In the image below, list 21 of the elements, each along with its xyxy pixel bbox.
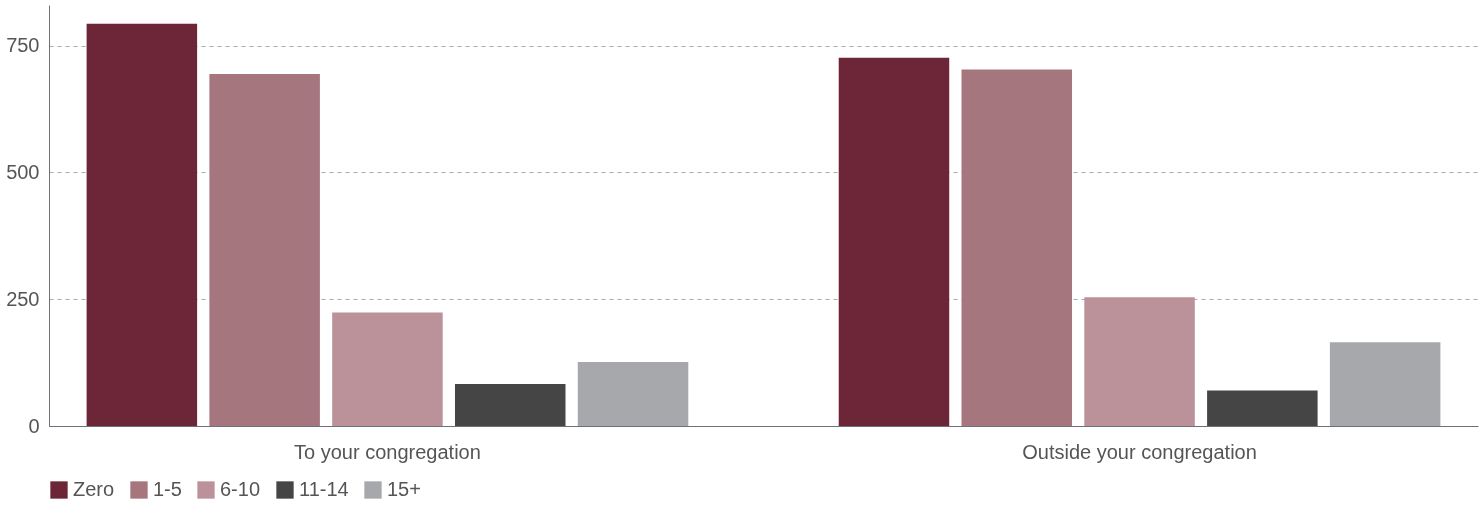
x-tick-label: Outside your congregation (1022, 440, 1257, 463)
bar (577, 362, 689, 426)
legend-label: Zero (73, 478, 115, 500)
y-tick-label: 0 (28, 414, 40, 437)
bar (332, 312, 443, 426)
bar (209, 73, 320, 426)
bar (961, 69, 1073, 426)
legend-label: 6-10 (220, 478, 261, 500)
bar (1084, 297, 1195, 426)
legend-label: 1-5 (153, 478, 182, 500)
bar (86, 23, 198, 426)
bar (1329, 342, 1441, 426)
bar (838, 57, 950, 426)
y-tick-label: 500 (6, 160, 40, 183)
bar (1207, 390, 1318, 426)
y-tick-label: 750 (6, 34, 40, 57)
bar (454, 383, 566, 426)
y-tick-label: 250 (6, 287, 40, 310)
legend-label: 15+ (387, 478, 421, 500)
legend-label: 11-14 (299, 478, 349, 500)
x-tick-label: To your congregation (294, 440, 481, 463)
